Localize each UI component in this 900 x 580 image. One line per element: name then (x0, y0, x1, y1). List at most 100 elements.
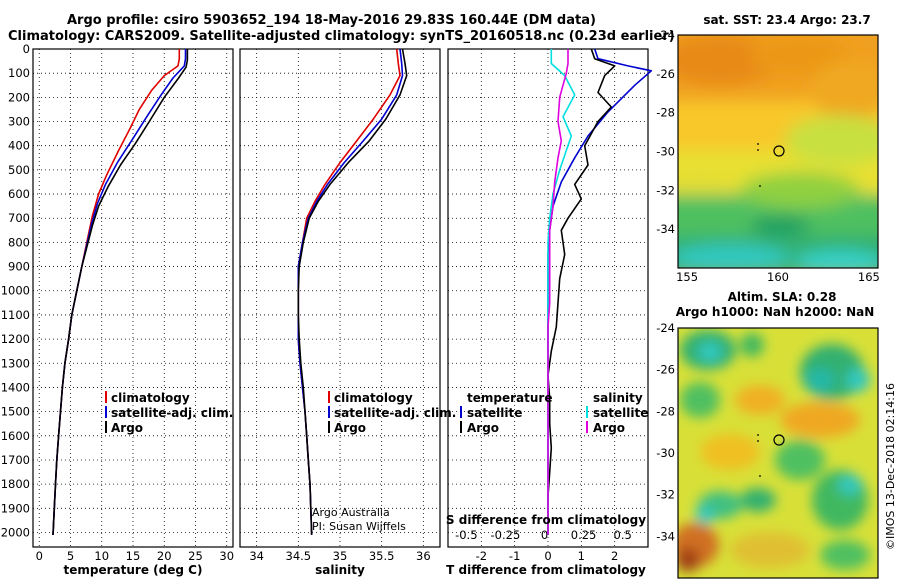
depth-tick-label: 400 (8, 139, 30, 153)
x-tick-label: 15 (126, 549, 141, 563)
map-lon-tick-label: 160 (767, 270, 789, 284)
legend-satellite-label: satellite-adj. clim. (334, 406, 456, 420)
credit-line-1: Argo Australia (312, 506, 390, 519)
t-difference-axis-label: T difference from climatology (446, 563, 646, 577)
sst-map-title: sat. SST: 23.4 Argo: 23.7 (703, 13, 870, 27)
map-lat-tick-label: -32 (656, 183, 675, 197)
map-lat-tick-label: -30 (656, 446, 675, 460)
series-line-climatology (52, 49, 181, 535)
s-diff-tick-label: 0.5 (614, 528, 632, 542)
depth-tick-label: 1100 (1, 308, 30, 322)
depth-tick-label: 300 (8, 115, 30, 129)
depth-tick-label: 500 (8, 163, 30, 177)
salinity-legend: climatology satellite-adj. clim. Argo (328, 391, 456, 435)
map-lat-tick-label: -34 (656, 529, 675, 543)
depth-tick-label: 1900 (1, 501, 30, 515)
x-tick-label: 30 (219, 549, 234, 563)
legend-climatology-label: climatology (334, 391, 413, 405)
x-tick-label: 0 (36, 549, 43, 563)
x-tick-label: 34.5 (286, 549, 312, 563)
depth-tick-label: 1200 (1, 332, 30, 346)
depth-tick-label: 200 (8, 90, 30, 104)
map-lat-tick-label: -26 (656, 67, 675, 81)
legend-satellite-label: satellite-adj. clim. (111, 406, 233, 420)
salinity-axis-label: salinity (315, 563, 365, 577)
credit-line-2: PI: Susan Wijffels (312, 520, 406, 533)
depth-tick-label: 1300 (1, 356, 30, 370)
x-tick-label: 5 (67, 549, 74, 563)
s-diff-tick-label: 0 (541, 528, 548, 542)
map-lon-tick-label: 155 (676, 270, 698, 284)
depth-tick-label: 0 (23, 42, 30, 56)
depth-tick-label: 100 (8, 66, 30, 80)
sla-map-field (678, 328, 878, 578)
depth-tick-label: 1400 (1, 380, 30, 394)
x-tick-label: 2 (611, 549, 618, 563)
depth-tick-label: 600 (8, 187, 30, 201)
depth-tick-label: 1700 (1, 453, 30, 467)
map-lat-tick-label: -30 (656, 145, 675, 159)
series-line-satellite-adj-clim- (297, 48, 404, 535)
x-tick-label: 0 (544, 549, 551, 563)
series-line-temperature-argo (547, 48, 616, 535)
sla-map-argo-marker (773, 434, 785, 446)
depth-tick-label: 1600 (1, 429, 30, 443)
sla-map-coastline-dots (757, 434, 761, 477)
profile-lines (52, 48, 653, 535)
difference-legend: temperature satellite Argo salinity sate… (460, 391, 648, 435)
map-lat-tick-label: -28 (656, 106, 675, 120)
x-tick-label: -2 (476, 549, 487, 563)
legend-temp-argo-label: Argo (467, 421, 499, 435)
legend-temp-satellite-label: satellite (467, 406, 522, 420)
depth-tick-label: 1500 (1, 405, 30, 419)
sla-map-title: Altim. SLA: 0.28 (728, 290, 837, 304)
series-line-argo (297, 48, 408, 535)
s-difference-axis-label: S difference from climatology (446, 513, 646, 527)
series-line-temperature-satellite (547, 48, 653, 535)
temperature-axis-label: temperature (deg C) (64, 563, 203, 577)
legend-argo-label: Argo (111, 421, 143, 435)
s-diff-tick-label: -0.5 (455, 528, 477, 542)
title-line-2: Climatology: CARS2009. Satellite-adjuste… (8, 29, 675, 44)
sst-map-field (678, 35, 878, 268)
x-tick-label: 10 (94, 549, 109, 563)
legend-argo-label: Argo (334, 421, 366, 435)
map-lat-tick-label: -24 (656, 28, 675, 42)
legend-sal-argo-label: Argo (593, 421, 625, 435)
title-line-1: Argo profile: csiro 5903652_194 18-May-2… (67, 13, 596, 28)
series-line-salinity-argo (547, 49, 569, 535)
legend-sal-satellite-label: satellite (593, 406, 648, 420)
map-lat-tick-label: -32 (656, 488, 675, 502)
grid-lines (33, 48, 648, 547)
sst-map-frame (677, 34, 879, 269)
axis-ticks: 0100200300400500600700800900100011001200… (1, 28, 880, 578)
x-tick-label: 35.5 (369, 549, 395, 563)
sla-map-subtitle: Argo h1000: NaN h2000: NaN (676, 305, 875, 319)
map-lat-tick-label: -28 (656, 404, 675, 418)
x-tick-label: 35 (333, 549, 348, 563)
sst-map-argo-marker (773, 145, 785, 157)
map-lat-tick-label: -34 (656, 222, 675, 236)
s-diff-tick-label: 0.25 (571, 528, 597, 542)
x-tick-label: -1 (509, 549, 520, 563)
series-line-argo (52, 49, 189, 535)
sla-map-frame (677, 327, 879, 579)
depth-tick-label: 1000 (1, 284, 30, 298)
temperature-legend: climatology satellite-adj. clim. Argo (105, 391, 233, 435)
depth-tick-label: 900 (8, 260, 30, 274)
map-lat-tick-label: -26 (656, 363, 675, 377)
legend-climatology-label: climatology (111, 391, 190, 405)
sst-map-coastline-dots (757, 143, 761, 187)
x-tick-label: 25 (188, 549, 203, 563)
map-lon-tick-label: 165 (858, 270, 880, 284)
legend-temperature-title: temperature (467, 391, 552, 405)
imos-watermark: ©IMOS 13-Dec-2018 02:14:16 (884, 383, 897, 550)
s-diff-tick-label: -0.25 (491, 528, 521, 542)
x-tick-label: 36 (416, 549, 431, 563)
depth-tick-label: 800 (8, 235, 30, 249)
x-tick-label: 34 (249, 549, 264, 563)
depth-tick-label: 2000 (1, 525, 30, 539)
depth-tick-label: 1800 (1, 477, 30, 491)
x-tick-label: 20 (157, 549, 172, 563)
